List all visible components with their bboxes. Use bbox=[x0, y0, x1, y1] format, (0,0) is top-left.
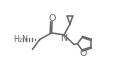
Text: O: O bbox=[48, 14, 56, 23]
Text: O: O bbox=[79, 49, 86, 58]
Text: H₂N: H₂N bbox=[13, 35, 28, 44]
Text: N: N bbox=[61, 34, 68, 43]
